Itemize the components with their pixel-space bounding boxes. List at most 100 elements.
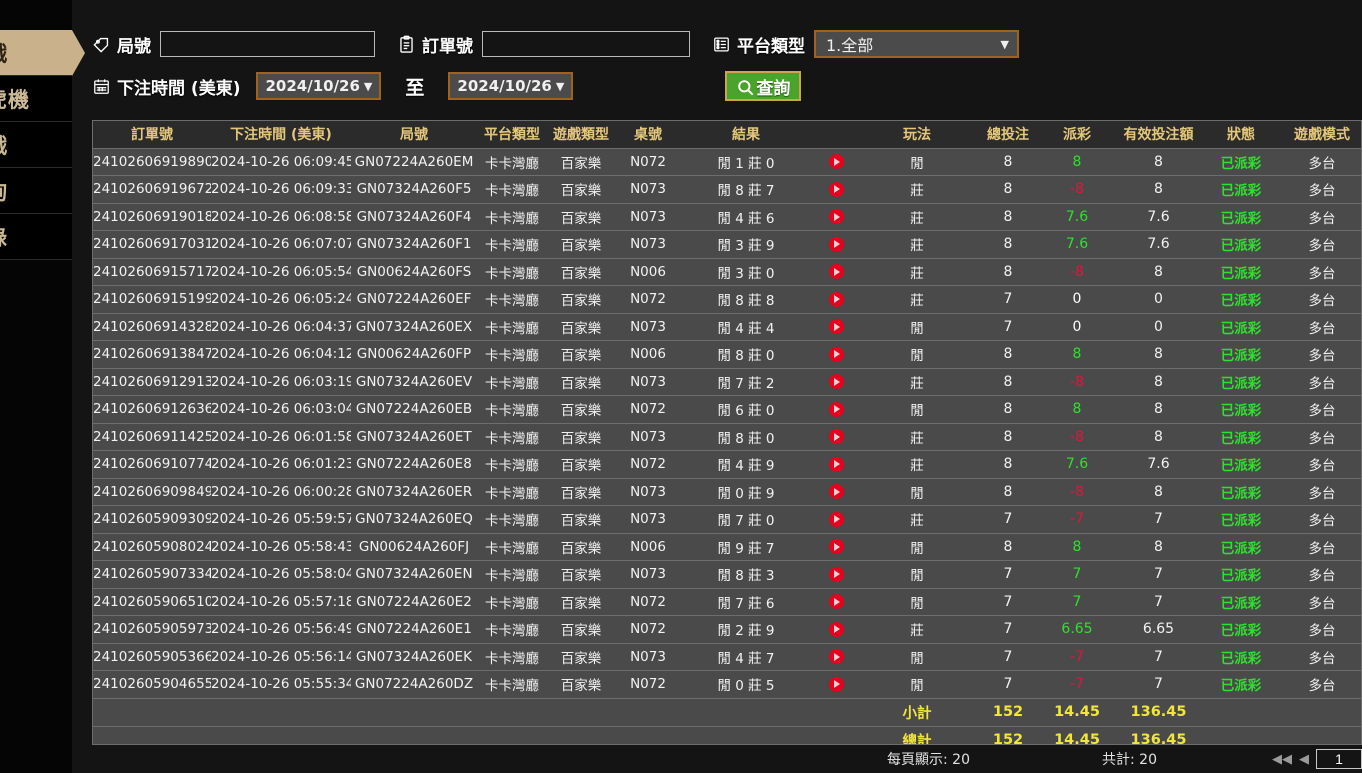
payout-cell: 7.6	[1043, 203, 1111, 231]
summary-spacer	[1276, 726, 1361, 744]
table-row[interactable]: 241026059080241 2024-10-26 05:58:43 GN0062…	[93, 533, 1361, 561]
valid-bet-cell: 7	[1111, 560, 1206, 589]
play-replay-icon[interactable]	[828, 566, 844, 582]
game-type-cell: 百家樂	[547, 450, 615, 479]
table-row[interactable]: 241026069190185 2024-10-26 06:08:58 GN0732…	[93, 203, 1361, 231]
play-replay-icon[interactable]	[828, 511, 844, 527]
col-platform[interactable]: 平台類型	[477, 121, 547, 149]
play-replay-icon[interactable]	[828, 621, 844, 637]
col-status[interactable]: 狀態	[1206, 121, 1276, 149]
play-replay-icon[interactable]	[828, 539, 844, 555]
play-replay-icon[interactable]	[828, 236, 844, 252]
date-to-picker[interactable]: 2024/10/26 ▼	[448, 72, 574, 100]
play-replay-icon[interactable]	[828, 154, 844, 170]
play-replay-icon[interactable]	[828, 676, 844, 692]
play-type-cell: 閒	[861, 560, 973, 589]
col-table-number[interactable]: 桌號	[615, 121, 681, 149]
order-number-text: 訂單號	[422, 36, 473, 57]
replay-cell	[811, 560, 861, 589]
bet-time-cell: 2024-10-26 05:59:57	[211, 505, 351, 534]
valid-bet-cell: 7	[1111, 643, 1206, 671]
table-row[interactable]: 241026069114257 2024-10-26 06:01:58 GN0732…	[93, 423, 1361, 451]
search-button[interactable]: 查詢	[725, 71, 802, 101]
table-row[interactable]: 241026059073345 2024-10-26 05:58:04 GN0732…	[93, 560, 1361, 589]
platform-cell: 卡卡灣廳	[477, 588, 547, 616]
col-result[interactable]: 結果	[681, 121, 811, 149]
table-row[interactable]: 241026069098497 2024-10-26 06:00:28 GN0732…	[93, 478, 1361, 506]
round-number-input[interactable]	[160, 31, 375, 57]
first-page-icon[interactable]: ◀◀	[1272, 751, 1292, 767]
sidebar-item-0[interactable]: 遊戲	[0, 30, 85, 76]
table-row[interactable]: 241026069129133 2024-10-26 06:03:19 GN0732…	[93, 368, 1361, 396]
table-row[interactable]: 241026059093094 2024-10-26 05:59:57 GN0732…	[93, 505, 1361, 534]
table-row[interactable]: 241026069196727 2024-10-26 06:09:33 GN0732…	[93, 175, 1361, 204]
col-bet-time[interactable]: 下注時間 (美東)	[211, 121, 351, 149]
valid-bet-cell: 0	[1111, 313, 1206, 341]
replay-cell	[811, 615, 861, 644]
play-replay-icon[interactable]	[828, 319, 844, 335]
play-replay-icon[interactable]	[828, 374, 844, 390]
table-row[interactable]: 241026069170314 2024-10-26 06:07:07 GN0732…	[93, 230, 1361, 259]
game-mode-cell: 多台	[1276, 533, 1361, 561]
play-replay-icon[interactable]	[828, 484, 844, 500]
order-number-cell: 241026069126365	[93, 395, 211, 424]
round-number-cell: GN07224A260DZ	[351, 670, 477, 699]
table-row[interactable]: 241026059059736 2024-10-26 05:56:49 GN0722…	[93, 615, 1361, 644]
table-row[interactable]: 241026059046556 2024-10-26 05:55:34 GN0722…	[93, 670, 1361, 699]
order-number-cell: 241026059059736	[93, 615, 211, 644]
summary-spacer	[615, 726, 681, 744]
play-replay-icon[interactable]	[828, 346, 844, 362]
status-cell: 已派彩	[1206, 395, 1276, 424]
table-row[interactable]: 241026069151999 2024-10-26 06:05:24 GN0722…	[93, 285, 1361, 314]
total-bet-cell: 8	[973, 258, 1043, 286]
col-round-number[interactable]: 局號	[351, 121, 477, 149]
result-cell: 閒 1 莊 0	[681, 148, 811, 176]
play-replay-icon[interactable]	[828, 291, 844, 307]
page-number-input[interactable]	[1316, 749, 1362, 769]
sidebar-item-4[interactable]: 紀錄	[0, 214, 72, 260]
table-row[interactable]: 241026069198903 2024-10-26 06:09:45 GN0722…	[93, 148, 1361, 176]
sidebar-item-1[interactable]: 老虎機	[0, 76, 72, 122]
replay-cell	[811, 258, 861, 286]
platform-type-select[interactable]: 1.全部 ▼	[814, 30, 1019, 58]
col-total-bet[interactable]: 總投注	[973, 121, 1043, 149]
date-from-picker[interactable]: 2024/10/26 ▼	[256, 72, 382, 100]
result-cell: 閒 7 莊 6	[681, 588, 811, 616]
play-replay-icon[interactable]	[828, 594, 844, 610]
col-valid-bet[interactable]: 有效投注額	[1111, 121, 1206, 149]
date-to-value: 2024/10/26	[457, 77, 552, 95]
play-type-cell: 閒	[861, 340, 973, 369]
game-type-cell: 百家樂	[547, 313, 615, 341]
table-row[interactable]: 241026069157176 2024-10-26 06:05:54 GN0062…	[93, 258, 1361, 286]
table-row[interactable]: 241026059065109 2024-10-26 05:57:18 GN0722…	[93, 588, 1361, 616]
play-replay-icon[interactable]	[828, 264, 844, 280]
play-replay-icon[interactable]	[828, 209, 844, 225]
status-cell: 已派彩	[1206, 533, 1276, 561]
status-cell: 已派彩	[1206, 340, 1276, 369]
play-type-cell: 莊	[861, 230, 973, 259]
order-number-input[interactable]	[482, 31, 690, 57]
per-page-value[interactable]: 20	[952, 752, 970, 768]
round-number-cell: GN00624A260FP	[351, 340, 477, 369]
table-row[interactable]: 241026069143288 2024-10-26 06:04:37 GN0732…	[93, 313, 1361, 341]
game-type-cell: 百家樂	[547, 395, 615, 424]
play-replay-icon[interactable]	[828, 181, 844, 197]
table-row[interactable]: 241026069138470 2024-10-26 06:04:12 GN0062…	[93, 340, 1361, 369]
play-replay-icon[interactable]	[828, 429, 844, 445]
sidebar-item-3[interactable]: 查詢	[0, 168, 72, 214]
sidebar-item-2[interactable]: 遊戲	[0, 122, 72, 168]
col-payout[interactable]: 派彩	[1043, 121, 1111, 149]
payout-cell: 8	[1043, 340, 1111, 369]
play-replay-icon[interactable]	[828, 649, 844, 665]
prev-page-icon[interactable]: ◀	[1299, 751, 1309, 767]
table-row[interactable]: 241026059053667 2024-10-26 05:56:14 GN0732…	[93, 643, 1361, 671]
table-row[interactable]: 241026069126365 2024-10-26 06:03:04 GN0722…	[93, 395, 1361, 424]
replay-cell	[811, 340, 861, 369]
col-play-type[interactable]: 玩法	[861, 121, 973, 149]
play-replay-icon[interactable]	[828, 401, 844, 417]
play-replay-icon[interactable]	[828, 456, 844, 472]
col-order-number[interactable]: 訂單號	[93, 121, 211, 149]
col-game-type[interactable]: 遊戲類型	[547, 121, 615, 149]
col-game-mode[interactable]: 遊戲模式	[1276, 121, 1361, 149]
table-row[interactable]: 241026069107740 2024-10-26 06:01:23 GN0722…	[93, 450, 1361, 479]
